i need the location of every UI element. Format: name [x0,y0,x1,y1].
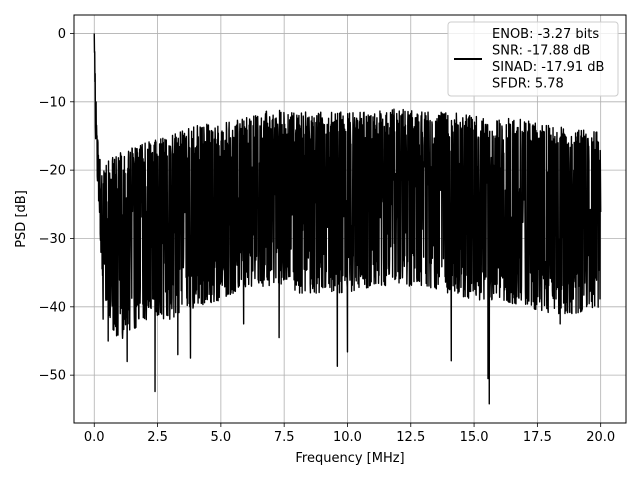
y-tick-label: −20 [39,164,66,179]
series-layer [93,33,602,405]
x-tick-label: 15.0 [460,430,489,445]
x-tick-label: 17.5 [523,430,552,445]
legend: ENOB: -3.27 bits SNR: -17.88 dB SINAD: -… [447,21,619,97]
legend-text-snr: SNR: -17.88 dB [492,44,590,59]
y-axis-ticks: 0 −10 −20 −30 −40 −50 [39,27,74,384]
y-tick-label: −50 [39,369,66,384]
x-tick-label: 10.0 [333,430,362,445]
legend-text-sfdr: SFDR: 5.78 [492,77,564,92]
legend-box [447,21,619,97]
x-tick-label: 20.0 [586,430,615,445]
y-tick-label: −10 [39,95,66,110]
legend-text-sinad: SINAD: -17.91 dB [492,60,604,75]
y-axis-label: PSD [dB] [14,190,29,248]
psd-series-line [93,33,602,405]
y-tick-label: −30 [39,232,66,247]
x-tick-label: 12.5 [396,430,425,445]
x-tick-label: 2.5 [147,430,168,445]
x-tick-label: 7.5 [274,430,295,445]
x-tick-label: 0.0 [84,430,105,445]
x-axis-ticks: 0.0 2.5 5.0 7.5 10.0 12.5 15.0 17.5 20.0 [84,423,615,445]
x-axis-label: Frequency [MHz] [295,451,404,466]
plot-frame [73,14,627,424]
legend-text-enob: ENOB: -3.27 bits [492,27,599,42]
x-tick-label: 5.0 [211,430,232,445]
y-tick-label: −40 [39,300,66,315]
y-tick-label: 0 [58,27,66,42]
